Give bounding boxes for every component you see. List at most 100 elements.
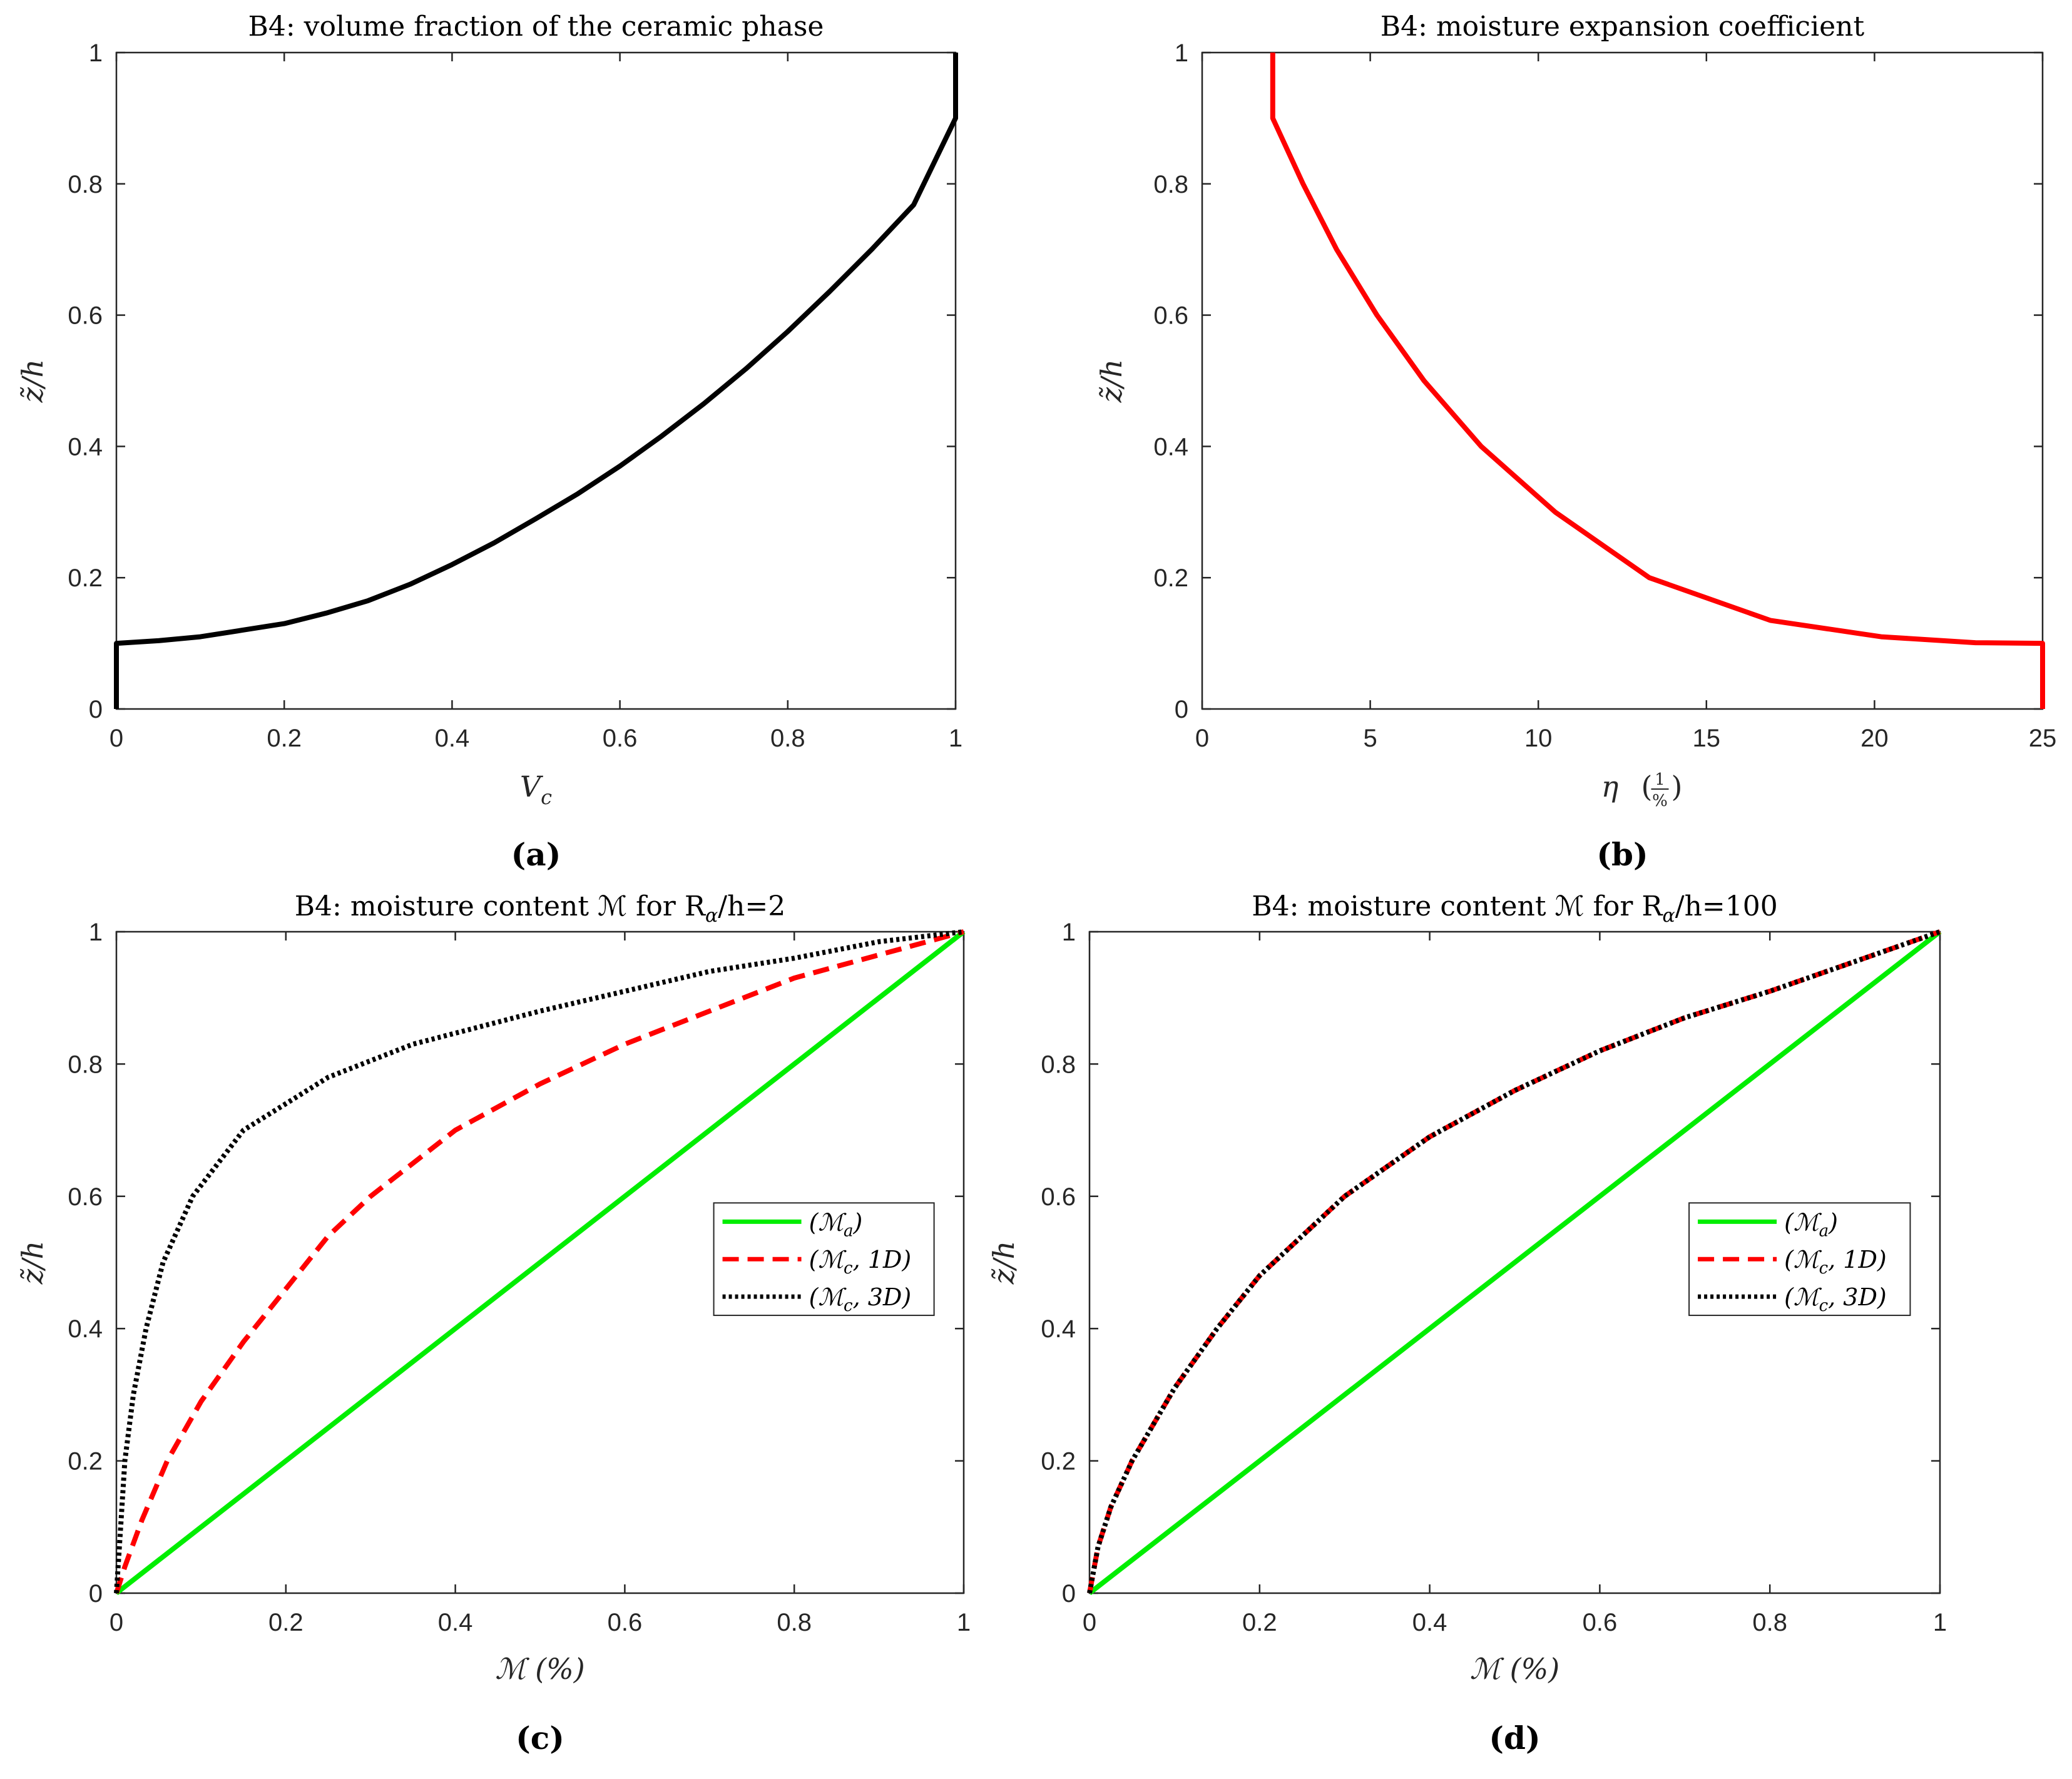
x-tick-label: 5: [1363, 725, 1377, 752]
x-tick-label: 0.4: [435, 725, 470, 752]
y-tick-label: 0.8: [68, 171, 103, 198]
chart-title: B4: volume fraction of the ceramic phase: [248, 11, 824, 43]
legend-label-tail: , 3D): [853, 1283, 912, 1311]
y-tick-label: 0: [1062, 1580, 1076, 1608]
x-tick-label: 0: [1083, 1609, 1096, 1636]
legend: (ℳa)(ℳc, 1D)(ℳc, 3D): [1688, 1202, 1911, 1317]
legend-label-base: (ℳ: [809, 1208, 847, 1236]
y-tick-label: 0: [89, 1580, 103, 1608]
x-axis-label: η: [1601, 770, 1619, 803]
chart-title: B4: moisture expansion coefficient: [1380, 11, 1865, 43]
chart-title-tail: /h=2: [718, 890, 785, 922]
chart-title-tail: /h=100: [1675, 890, 1778, 922]
x-tick-label: 0.6: [608, 1609, 643, 1636]
y-axis-label: z̃/h: [987, 1241, 1021, 1285]
chart-title: B4: moisture content ℳ for Rα/h=100: [1252, 890, 1778, 927]
series-line-2: [1087, 929, 1941, 1594]
y-tick-label: 0.8: [68, 1051, 103, 1078]
x-tick-label: 0.2: [268, 1609, 304, 1636]
y-tick-label: 1: [89, 919, 103, 946]
x-tick-label: 10: [1524, 725, 1553, 752]
y-tick-label: 0.6: [68, 302, 103, 330]
chart-title-text: B4: volume fraction of the ceramic phase: [248, 11, 824, 43]
y-tick-label: 0.8: [1153, 171, 1188, 198]
panel-label: (a): [511, 836, 561, 873]
panel-label: (b): [1596, 836, 1648, 873]
y-tick-label: 0: [1175, 696, 1188, 723]
y-tick-label: 1: [1175, 39, 1188, 67]
x-tick-label: 0: [1195, 725, 1209, 752]
chart-title: B4: moisture content ℳ for Rα/h=2: [295, 890, 786, 927]
x-tick-label: 0.6: [603, 725, 638, 752]
y-tick-label: 0.4: [68, 1315, 103, 1343]
y-tick-label: 0.2: [1153, 564, 1188, 592]
y-tick-label: 0.2: [1041, 1448, 1076, 1476]
legend-label-2: (ℳc, 3D): [1784, 1283, 1887, 1315]
y-tick-label: 0.6: [68, 1183, 103, 1211]
x-tick-label: 0.2: [267, 725, 302, 752]
axes-frame: [115, 930, 965, 1594]
chart-panel-c: 0 0.2 0.4 0.6 0.8 1 0 0.2 0.4 0.6 0.8 1 B4: moisture…: [16, 890, 971, 1756]
x-axis-label-base: η: [1601, 770, 1619, 803]
series-line-0: [115, 929, 966, 1596]
x-axis-label-text: ℳ (%): [495, 1652, 584, 1686]
y-tick-label: 0.2: [68, 1448, 103, 1476]
series-line-1: [114, 929, 965, 1594]
y-tick-label: 0.6: [1041, 1183, 1076, 1211]
x-tick-label: 0: [110, 1609, 123, 1636]
x-axis-label-base: V: [520, 770, 544, 803]
y-tick-label: 0.4: [68, 433, 103, 461]
chart-title-sub: α: [1662, 905, 1675, 927]
y-tick-label: 0.6: [1153, 302, 1188, 330]
series-line-0: [1088, 929, 1942, 1596]
x-tick-label: 0.6: [1583, 1609, 1618, 1636]
legend-label-tail: , 3D): [1828, 1283, 1887, 1311]
x-tick-label: 15: [1693, 725, 1721, 752]
x-tick-label: 25: [2029, 725, 2057, 752]
x-axis-label-sub: c: [541, 785, 552, 809]
legend-label-sub: c: [1819, 1297, 1829, 1315]
x-axis-label-text: ℳ (%): [1470, 1652, 1559, 1686]
chart-title-sub: α: [705, 905, 718, 927]
axes-frame: [1088, 930, 1941, 1594]
y-tick-label: 0.8: [1041, 1051, 1076, 1078]
y-axis-label: z̃/h: [16, 1241, 49, 1285]
legend-label-base: (ℳ: [1784, 1283, 1822, 1311]
x-tick-label: 20: [1860, 725, 1889, 752]
y-axis-label: z̃/h: [16, 359, 49, 403]
chart-title-text: B4: moisture content ℳ for R: [295, 890, 707, 922]
legend-label-base: (ℳ: [1784, 1208, 1822, 1236]
legend-label-sub: a: [844, 1221, 854, 1240]
legend: (ℳa)(ℳc, 1D)(ℳc, 3D): [713, 1202, 935, 1317]
legend-label-0: (ℳa): [1784, 1208, 1838, 1240]
legend-label-tail: , 1D): [853, 1246, 912, 1273]
chart-panel-a: 0 0.2 0.4 0.6 0.8 1 0 0.2 0.4 0.6 0.8 1 B4: volume f…: [16, 11, 962, 873]
panel-label: (c): [516, 1720, 564, 1756]
y-tick-label: 0: [89, 696, 103, 723]
x-tick-label: 0.8: [770, 725, 805, 752]
legend-label-sub: c: [844, 1297, 853, 1315]
legend-label-base: (ℳ: [809, 1283, 847, 1311]
legend-label-base: (ℳ: [1784, 1246, 1822, 1273]
legend-label-tail: ): [1828, 1208, 1838, 1236]
legend-label-2: (ℳc, 3D): [809, 1283, 912, 1315]
y-tick-label: 0.4: [1153, 433, 1188, 461]
x-axis-label-frac-num: 1: [1655, 770, 1665, 789]
series-line-0: [114, 53, 958, 709]
x-tick-label: 0.2: [1242, 1609, 1277, 1636]
legend-label-1: (ℳc, 1D): [809, 1246, 912, 1278]
series-line-2: [114, 929, 964, 1594]
x-tick-label: 0.8: [1752, 1609, 1787, 1636]
legend-label-base: (ℳ: [809, 1246, 847, 1273]
y-tick-label: 1: [1062, 919, 1076, 946]
x-axis-label: ℳ (%): [1470, 1652, 1559, 1686]
x-tick-label: 1: [1933, 1609, 1947, 1636]
x-tick-label: 0.4: [1412, 1609, 1447, 1636]
x-tick-label: 1: [957, 1609, 971, 1636]
x-axis-label-paren-open: (: [1641, 770, 1653, 803]
x-tick-label: 0.4: [438, 1609, 473, 1636]
x-axis-label: Vc: [520, 770, 552, 809]
axes-frame: [1201, 51, 2044, 710]
series-line-0: [1270, 53, 2045, 709]
